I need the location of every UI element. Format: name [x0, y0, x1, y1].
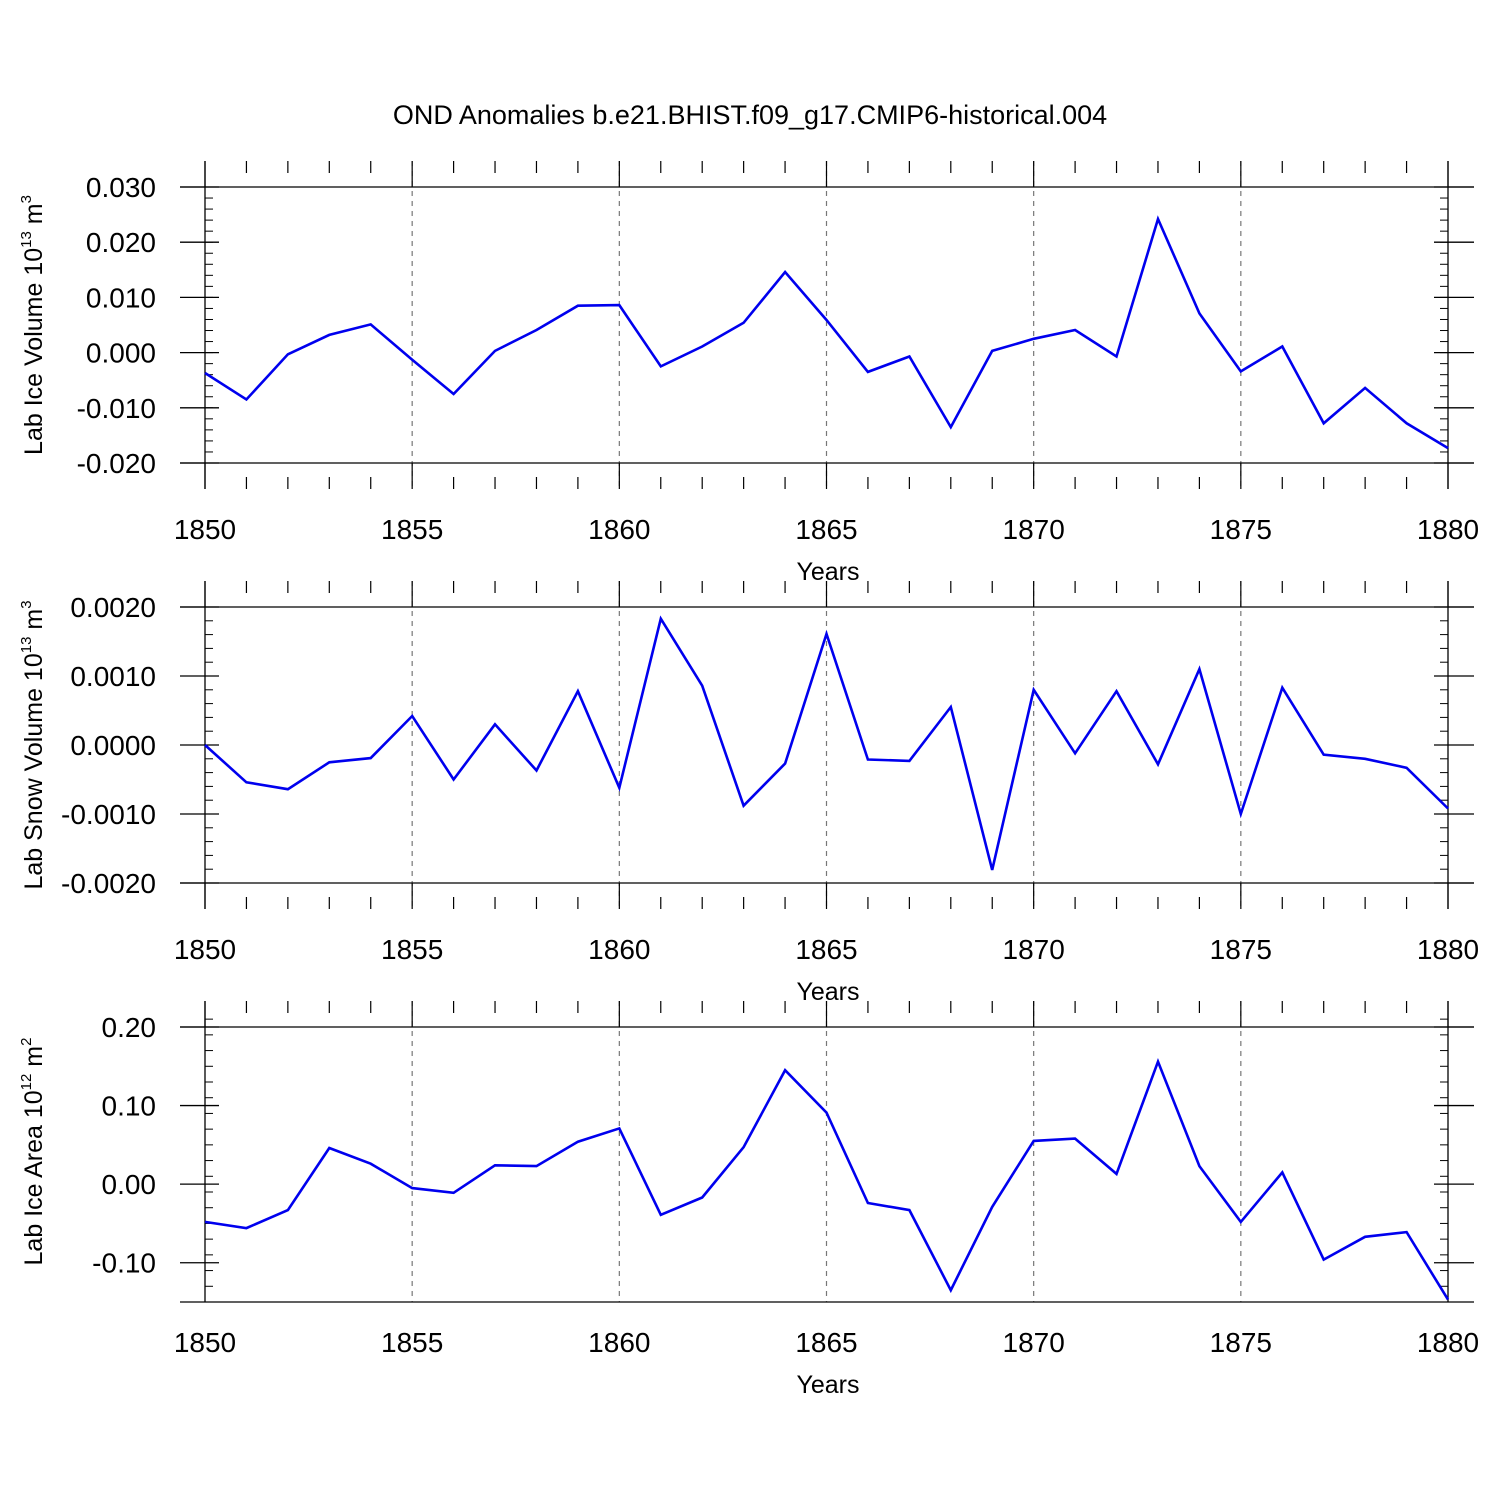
y-axis-label-exponent: 13 [18, 231, 35, 248]
y-tick-label: 0.0010 [70, 661, 156, 692]
y-tick-label: 0.000 [86, 338, 156, 369]
y-tick-label: 0.030 [86, 172, 156, 203]
panel-2: -0.0020 -0.0010 0.0000 0.0010 0.0020 1850 1855… [18, 581, 1479, 1006]
x-tick-label: 1855 [381, 1327, 443, 1358]
x-axis-label: Years [796, 978, 859, 1006]
x-tick-label: 1880 [1417, 934, 1479, 965]
y-tick-label: 0.20 [102, 1012, 157, 1043]
y-tick-label: 0.10 [102, 1091, 157, 1122]
y-axis-label: Lab Snow Volume 1013 m3 [18, 600, 48, 889]
x-tick-label: 1865 [795, 514, 857, 545]
x-tick-label: 1855 [381, 514, 443, 545]
x-tick-label: 1870 [1003, 514, 1065, 545]
y-axis-label: Lab Ice Volume 1013 m3 [18, 195, 48, 455]
x-tick-label: 1870 [1003, 934, 1065, 965]
x-tick-label: 1865 [795, 934, 857, 965]
panel-3: -0.10 0.00 0.10 0.20 1850 1855 1860 1865 1870 187… [18, 1001, 1479, 1399]
x-axis-label: Years [796, 1371, 859, 1399]
series-line [204, 615, 1449, 871]
panel-1: -0.020 -0.010 0.000 0.010 0.020 0.030 1850 1855… [18, 161, 1479, 586]
y-axis-label-unit-exponent: 3 [18, 195, 35, 203]
y-axis-label: Lab Ice Area 1012 m2 [18, 1038, 48, 1266]
x-tick-label: 1865 [795, 1327, 857, 1358]
series-line [204, 215, 1449, 450]
y-axis-label-main: Lab Ice Volume 10 [20, 248, 48, 455]
y-axis-label-unit-exponent: 2 [18, 1038, 35, 1046]
x-tick-label: 1850 [174, 1327, 236, 1358]
x-tick-label: 1855 [381, 934, 443, 965]
y-tick-label: -0.0010 [61, 799, 156, 830]
y-axis-label-unit-exponent: 3 [18, 600, 35, 608]
y-axis-label-main: Lab Snow Volume 10 [20, 653, 48, 889]
y-tick-label: 0.0020 [70, 592, 156, 623]
y-axis-label-exponent: 13 [18, 637, 35, 654]
y-tick-label: -0.020 [77, 448, 156, 479]
x-tick-label: 1875 [1210, 1327, 1272, 1358]
x-tick-label: 1860 [588, 934, 650, 965]
y-tick-label: 0.0000 [70, 730, 156, 761]
y-axis-label-unit: m [20, 203, 48, 231]
y-axis-label-unit: m [20, 1046, 48, 1074]
x-tick-label: 1875 [1210, 934, 1272, 965]
x-tick-label: 1880 [1417, 514, 1479, 545]
x-tick-label: 1860 [588, 1327, 650, 1358]
x-tick-label: 1875 [1210, 514, 1272, 545]
y-tick-label: 0.020 [86, 227, 156, 258]
x-axis-label: Years [796, 558, 859, 586]
y-tick-label: -0.10 [92, 1248, 156, 1279]
panels: -0.020 -0.010 0.000 0.010 0.020 0.030 1850 1855… [18, 161, 1479, 1399]
y-tick-label: -0.0020 [61, 868, 156, 899]
x-tick-label: 1850 [174, 934, 236, 965]
y-axis-label-main: Lab Ice Area 10 [20, 1090, 48, 1265]
figure-title: OND Anomalies b.e21.BHIST.f09_g17.CMIP6-… [393, 100, 1107, 130]
x-tick-label: 1870 [1003, 1327, 1065, 1358]
x-tick-label: 1880 [1417, 1327, 1479, 1358]
series-line [204, 1057, 1450, 1301]
y-tick-label: -0.010 [77, 393, 156, 424]
x-tick-label: 1860 [588, 514, 650, 545]
y-axis-label-unit: m [20, 609, 48, 637]
y-tick-label: 0.00 [102, 1169, 157, 1200]
x-tick-label: 1850 [174, 514, 236, 545]
y-tick-label: 0.010 [86, 282, 156, 313]
y-axis-label-exponent: 12 [18, 1074, 35, 1091]
